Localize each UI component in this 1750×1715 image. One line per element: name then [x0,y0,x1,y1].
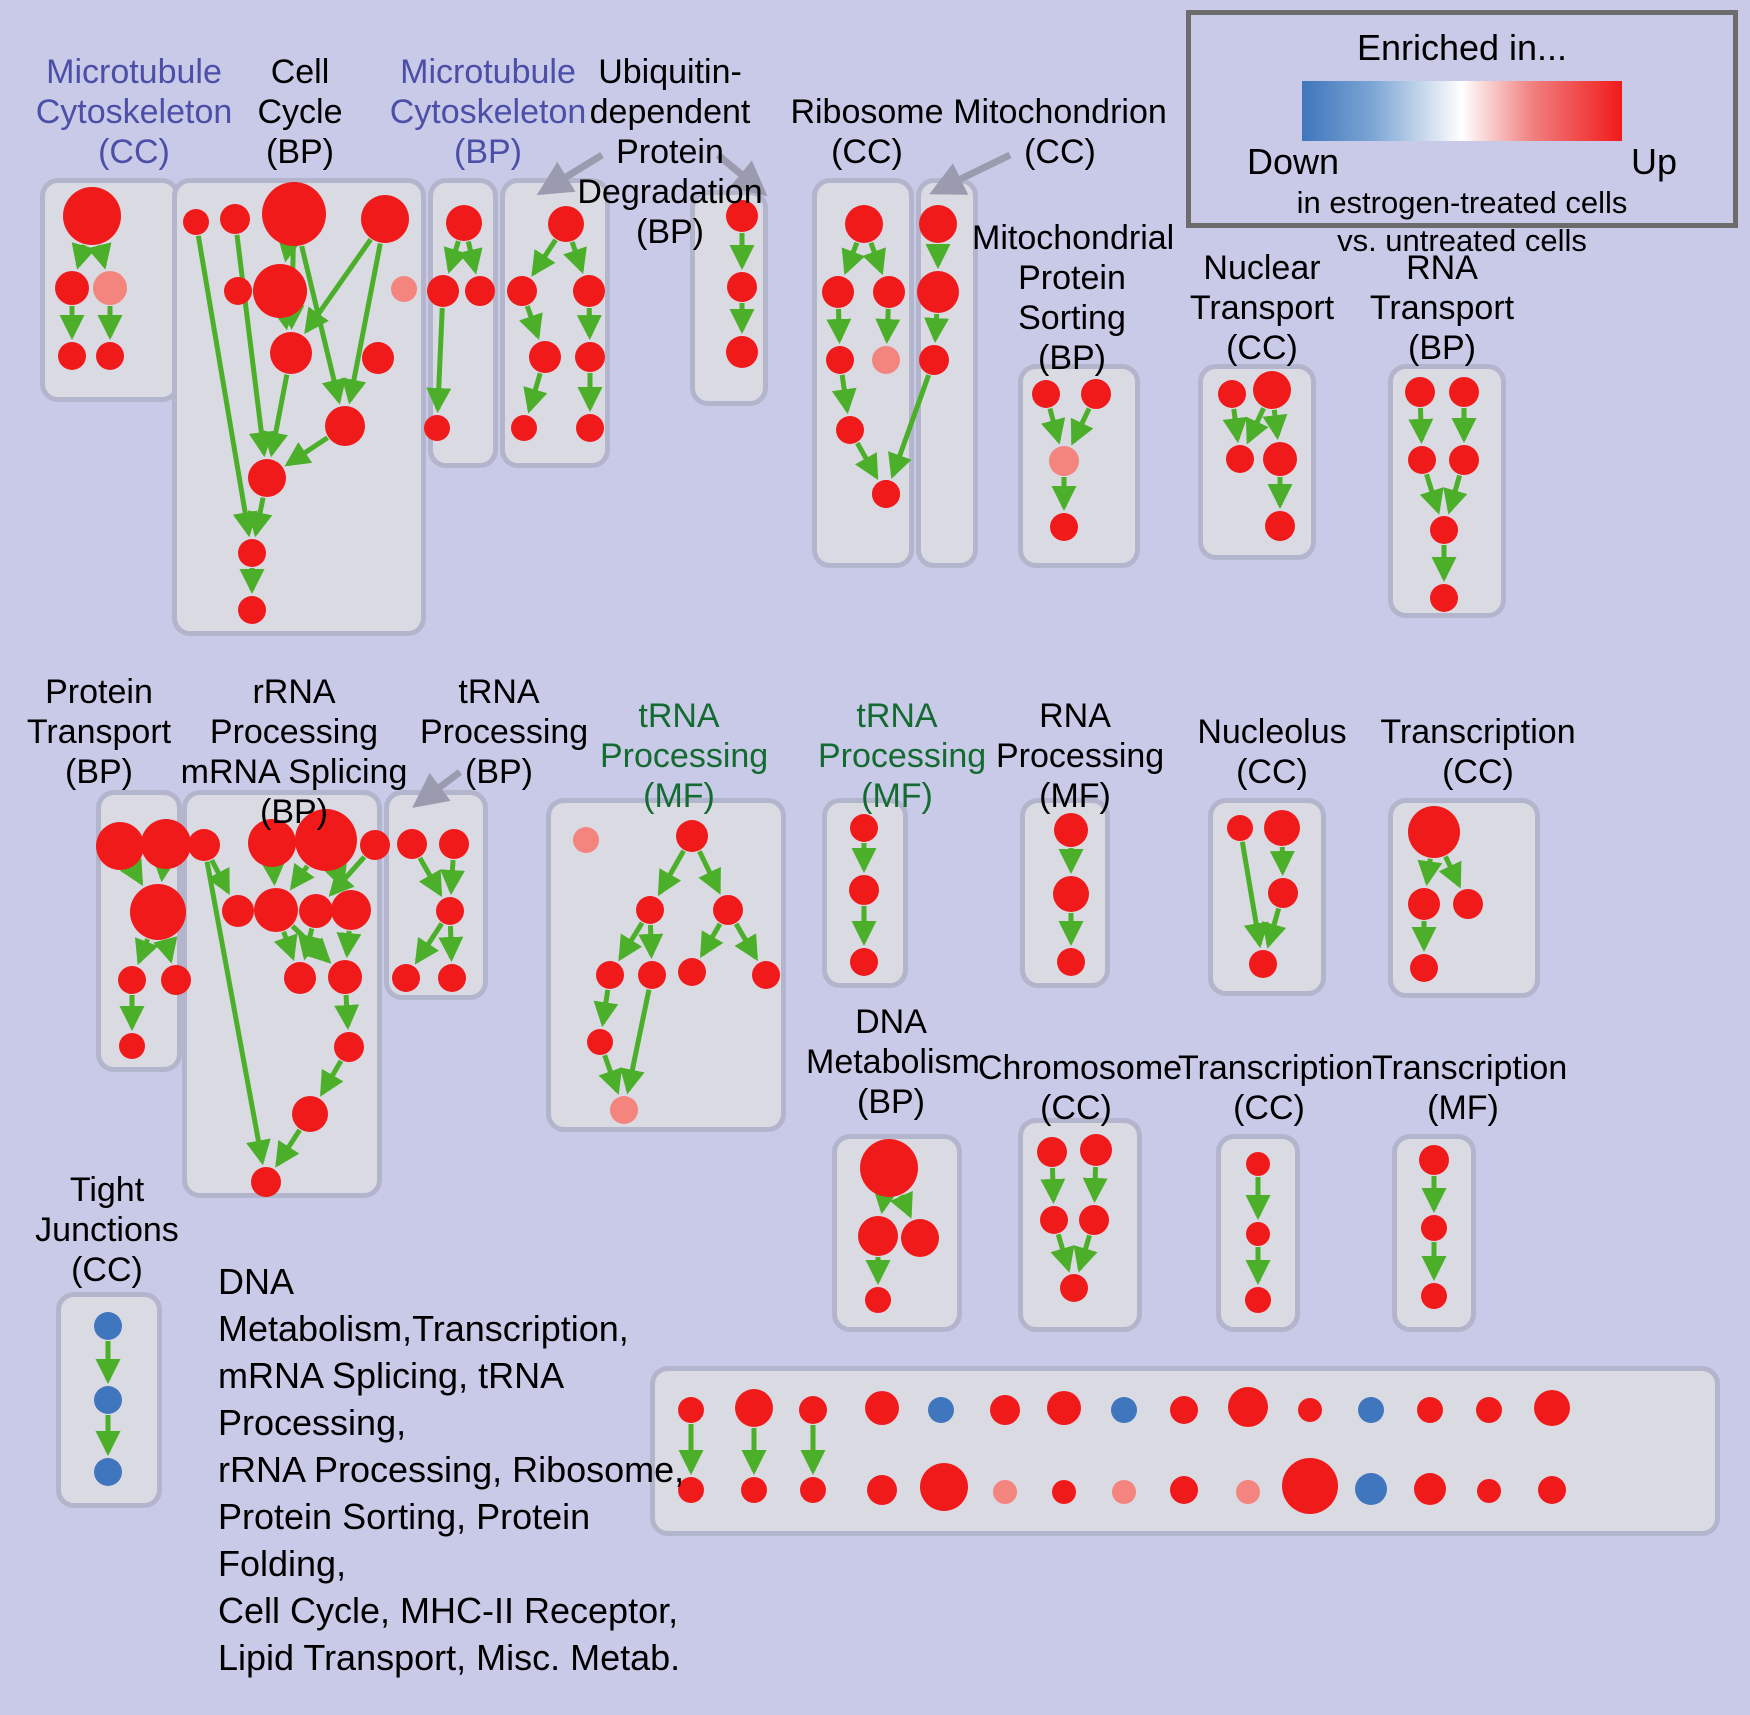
cluster-box-trna-processing-mf-1 [546,798,786,1132]
legend-up-label: Up [1630,141,1677,182]
cluster-label-tight-junctions-cc: Tight Junctions (CC) [35,1171,179,1289]
cluster-label-transcription-mf: Transcription (MF) [1372,1049,1568,1127]
cluster-label-transcription-cc-bottom: Transcription (CC) [1178,1049,1374,1127]
cluster-box-dna-metabolism-bp [832,1134,962,1332]
legend-color-bar [1302,81,1622,141]
legend-subtitle-line1: in estrogen-treated cells [1296,185,1628,220]
cluster-box-microtubule-cytoskeleton-cc [40,178,180,402]
cluster-label-mitochondrion-cc: Mitochondrion (CC) [953,93,1167,171]
cluster-box-rna-transport-bp [1388,364,1506,618]
cluster-label-cell-cycle-bp: Cell Cycle (BP) [257,53,343,171]
cluster-box-transcription-cc-top [1388,798,1540,998]
cluster-label-rna-processing-mf: RNA Processing (MF) [996,697,1165,815]
cluster-label-ubiquitin-dependent-protein-degradation-bp: Ubiquitin- dependent Protein Degradation… [577,53,763,251]
cluster-box-rrna-mrna-splicing-bp [182,790,382,1198]
cluster-label-trna-processing-mf-1: tRNA Processing (MF) [600,697,769,815]
cluster-box-tight-junctions-cc [56,1292,162,1508]
cluster-label-microtubule-cytoskeleton-bp: Microtubule Cytoskeleton (BP) [389,53,587,171]
cluster-box-ribosome-cc [812,178,914,568]
cluster-box-nuclear-transport-cc [1198,364,1316,560]
cluster-box-mitochondrial-protein-sorting-bp [1018,364,1140,568]
cluster-box-misc-wide-cluster [650,1366,1720,1536]
cluster-label-nucleolus-cc: Nucleolus (CC) [1197,713,1347,791]
cluster-label-mitochondrial-protein-sorting-bp: Mitochondrial Protein Sorting (BP) [972,219,1175,377]
cluster-label-rna-transport-bp: RNA Transport (BP) [1369,249,1515,367]
cluster-label-protein-transport-bp: Protein Transport (BP) [26,673,172,791]
cluster-label-nuclear-transport-cc: Nuclear Transport (CC) [1189,249,1335,367]
cluster-box-protein-transport-bp [96,790,182,1072]
legend-subtitle-line2: vs. untreated cells [1337,223,1587,258]
cluster-box-transcription-mf [1392,1134,1476,1332]
cluster-box-cell-cycle-bp [172,178,426,636]
cluster-box-nucleolus-cc [1208,798,1326,996]
cluster-label-rrna-processing-mrna-splicing-bp: rRNA Processing mRNA Splicing (BP) [180,673,408,831]
legend-title: Enriched in... [1356,27,1568,68]
cluster-box-transcription-cc-bottom [1216,1134,1300,1332]
legend-down-label: Down [1247,141,1340,182]
cluster-label-chromosome-cc: Chromosome (CC) [978,1049,1183,1127]
cluster-box-trna-processing-mf-2 [822,798,908,988]
legend-panel: Enriched in... Down Up in estrogen-treat… [1186,10,1738,258]
cluster-label-ribosome-cc: Ribosome (CC) [790,93,944,171]
cluster-box-chromosome-cc [1018,1118,1142,1332]
misc-categories-footnote: DNA Metabolism,Transcription, mRNA Splic… [218,1261,685,1678]
cluster-label-transcription-cc-top: Transcription (CC) [1380,713,1576,791]
cluster-label-trna-processing-mf-2: tRNA Processing (MF) [818,697,987,815]
cluster-box-rna-processing-mf [1020,798,1110,988]
cluster-box-microtubule-cytoskeleton-bp [428,178,498,468]
cluster-label-dna-metabolism-bp: DNA Metabolism (BP) [806,1003,980,1121]
cluster-label-microtubule-cytoskeleton-cc: Microtubule Cytoskeleton (CC) [35,53,233,171]
cluster-box-mitochondrion-cc [916,178,978,568]
cluster-label-trna-processing-bp: tRNA Processing (BP) [420,673,589,791]
